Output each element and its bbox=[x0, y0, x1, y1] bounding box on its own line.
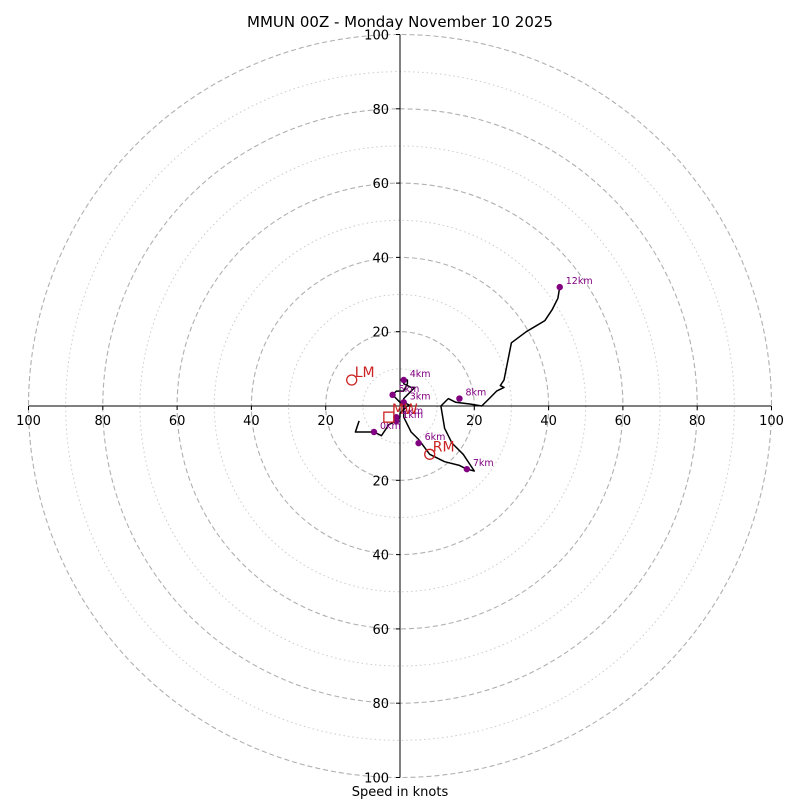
x-tick-label: 40 bbox=[540, 414, 557, 429]
height-marker-4km bbox=[400, 376, 407, 384]
height-marker-5km bbox=[389, 391, 396, 399]
storm-motion-lm-marker bbox=[346, 374, 358, 386]
height-marker-8km bbox=[456, 395, 463, 402]
height-label-1km: 1km bbox=[402, 410, 423, 421]
y-tick-label: 60 bbox=[372, 623, 389, 638]
x-tick-label: 60 bbox=[169, 414, 186, 429]
wind-trace-line bbox=[354, 286, 561, 472]
x-axis-label: Speed in knots bbox=[352, 785, 449, 800]
y-tick-label: 40 bbox=[372, 251, 389, 266]
wind-trace bbox=[354, 286, 561, 472]
x-tick-label: 20 bbox=[317, 414, 334, 429]
axes bbox=[28, 34, 772, 778]
height-marker-7km bbox=[463, 465, 471, 473]
y-tick-label: 20 bbox=[372, 326, 389, 341]
height-label-2km: 2km bbox=[402, 406, 423, 417]
height-label-0km: 0km bbox=[380, 421, 401, 432]
y-tick-label: 80 bbox=[372, 697, 389, 712]
x-tick-label: 20 bbox=[466, 414, 483, 429]
height-marker-3km bbox=[400, 399, 407, 406]
height-label-8km: 8km bbox=[465, 388, 486, 399]
y-tick-label: 80 bbox=[372, 103, 389, 118]
height-marker-6km bbox=[415, 439, 422, 447]
x-tick-label: 60 bbox=[615, 414, 632, 429]
height-label-3km: 3km bbox=[410, 391, 431, 402]
storm-motion-lm-label: LM bbox=[355, 365, 375, 381]
x-tick-labels: 100 80 60 40 20 20 40 60 80 100 bbox=[16, 406, 784, 429]
storm-motion-mw-label: MW bbox=[392, 402, 418, 418]
storm-motion-markers: LM RM MW bbox=[346, 365, 455, 460]
height-marker-0km bbox=[370, 428, 378, 436]
y-tick-label: 60 bbox=[372, 177, 389, 192]
storm-motion-mw-marker bbox=[383, 411, 395, 423]
x-tick-label: 80 bbox=[689, 414, 706, 429]
height-marker-2km bbox=[393, 413, 400, 421]
y-tick-label: 100 bbox=[364, 772, 389, 787]
height-label-12km: 12km bbox=[566, 276, 593, 287]
x-tick-label: 80 bbox=[95, 414, 112, 429]
storm-motion-rm-marker bbox=[424, 448, 436, 460]
height-label-5km: 5km bbox=[399, 384, 420, 395]
y-tick-label: 20 bbox=[372, 474, 389, 489]
y-tick-labels: 100 80 60 40 20 20 40 60 80 100 bbox=[364, 29, 400, 787]
x-tick-label: 100 bbox=[16, 414, 41, 429]
y-tick-label: 40 bbox=[372, 549, 389, 564]
height-label-6km: 6km bbox=[425, 432, 446, 443]
x-tick-label: 100 bbox=[759, 414, 784, 429]
x-tick-label: 40 bbox=[243, 414, 260, 429]
y-tick-label: 100 bbox=[364, 29, 389, 44]
storm-motion-rm-label: RM bbox=[433, 439, 455, 455]
height-label-4km: 4km bbox=[410, 369, 431, 380]
height-marker-12km bbox=[556, 283, 563, 291]
height-label-7km: 7km bbox=[473, 458, 494, 469]
chart-title: MMUN 00Z - Monday November 10 2025 bbox=[247, 13, 553, 31]
